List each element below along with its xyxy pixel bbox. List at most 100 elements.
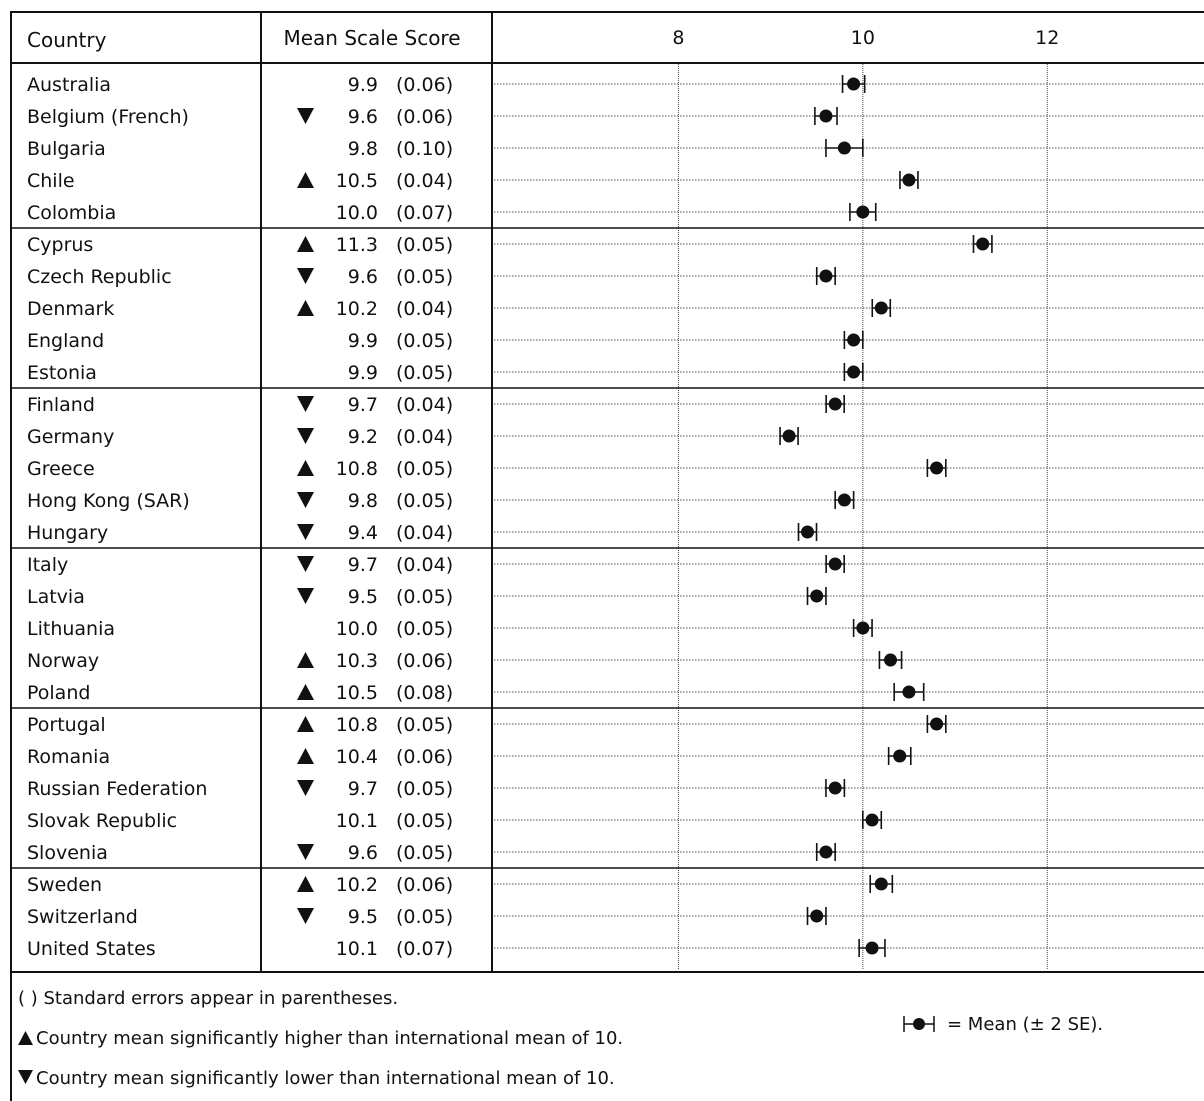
country-label: Estonia <box>27 362 97 384</box>
country-label: Finland <box>27 394 95 416</box>
mean-point <box>874 301 888 315</box>
mean-point <box>847 365 861 379</box>
triangle-down-icon <box>297 268 314 284</box>
mean-point <box>837 141 851 155</box>
mean-value: 9.7 <box>348 394 378 416</box>
country-label: Australia <box>27 74 111 96</box>
country-label: Latvia <box>27 586 85 608</box>
mean-value: 9.6 <box>348 842 378 864</box>
x-tick-label: 10 <box>851 27 875 49</box>
mean-value: 10.5 <box>336 170 378 192</box>
triangle-down-icon <box>297 556 314 572</box>
standard-error-value: (0.05) <box>396 810 453 832</box>
country-label: Romania <box>27 746 110 768</box>
triangle-down-icon <box>297 844 314 860</box>
triangle-down-icon <box>297 428 314 444</box>
country-label: Poland <box>27 682 90 704</box>
table-row: Germany 9.2 (0.04) <box>27 426 1204 448</box>
mean-point <box>874 877 888 891</box>
mean-point <box>893 749 907 763</box>
mean-value: 9.4 <box>348 522 378 544</box>
triangle-up-icon <box>297 300 314 316</box>
country-label: Chile <box>27 170 75 192</box>
standard-error-value: (0.05) <box>396 490 453 512</box>
standard-error-value: (0.05) <box>396 266 453 288</box>
mean-point <box>828 397 842 411</box>
mean-value: 10.1 <box>336 810 378 832</box>
country-label: Cyprus <box>27 234 93 256</box>
mean-point <box>801 525 815 539</box>
country-label: Bulgaria <box>27 138 106 160</box>
country-label: Norway <box>27 650 99 672</box>
table-row: Latvia 9.5 (0.05) <box>27 586 1204 608</box>
standard-error-value: (0.05) <box>396 778 453 800</box>
mean-point <box>865 813 879 827</box>
mean-value: 10.8 <box>336 714 378 736</box>
triangle-up-icon <box>297 748 314 764</box>
standard-error-value: (0.07) <box>396 938 453 960</box>
table-row: Lithuania 10.0 (0.05) <box>27 618 1204 640</box>
mean-point <box>828 557 842 571</box>
mean-point <box>828 781 842 795</box>
triangle-up-icon <box>18 1031 33 1045</box>
country-label: Germany <box>27 426 114 448</box>
x-tick-label: 12 <box>1035 27 1059 49</box>
standard-error-value: (0.07) <box>396 202 453 224</box>
standard-error-value: (0.04) <box>396 298 453 320</box>
mean-value: 10.3 <box>336 650 378 672</box>
mean-point <box>819 269 833 283</box>
table-row: Denmark 10.2 (0.04) <box>27 298 1204 320</box>
country-label: Switzerland <box>27 906 138 928</box>
mean-value: 9.5 <box>348 906 378 928</box>
table-row: England 9.9 (0.05) <box>27 330 1204 352</box>
mean-value: 9.6 <box>348 266 378 288</box>
standard-error-value: (0.05) <box>396 362 453 384</box>
triangle-up-icon <box>297 876 314 892</box>
triangle-up-icon <box>297 684 314 700</box>
mean-value: 10.5 <box>336 682 378 704</box>
table-row: Belgium (French) 9.6 (0.06) <box>27 106 1204 128</box>
mean-point <box>810 909 824 923</box>
country-label: Czech Republic <box>27 266 172 288</box>
country-label: Slovak Republic <box>27 810 177 832</box>
mean-point <box>930 717 944 731</box>
country-label: Lithuania <box>27 618 115 640</box>
mean-value: 10.8 <box>336 458 378 480</box>
table-row: Slovenia 9.6 (0.05) <box>27 842 1204 864</box>
mean-value: 9.2 <box>348 426 378 448</box>
table-row: United States 10.1 (0.07) <box>27 938 1204 960</box>
triangle-down-icon <box>297 588 314 604</box>
standard-error-value: (0.06) <box>396 106 453 128</box>
group-separators <box>10 227 1204 869</box>
mean-value: 9.9 <box>348 362 378 384</box>
table-row: Hong Kong (SAR) 9.8 (0.05) <box>27 490 1204 512</box>
country-label: Russian Federation <box>27 778 207 800</box>
table-row: Cyprus 11.3 (0.05) <box>27 234 1204 256</box>
triangle-up-icon <box>297 716 314 732</box>
country-label: Portugal <box>27 714 106 736</box>
score-column-header: Mean Scale Score <box>283 26 460 50</box>
triangle-down-icon <box>18 1070 33 1084</box>
triangle-up-icon <box>297 460 314 476</box>
x-axis: 8 10 12 <box>672 27 1059 970</box>
mean-value: 9.7 <box>348 554 378 576</box>
mean-point <box>976 237 990 251</box>
mean-point <box>856 205 870 219</box>
mean-point <box>782 429 796 443</box>
x-tick-label: 8 <box>672 27 684 49</box>
mean-point <box>819 109 833 123</box>
mean-interval-note: = Mean (± 2 SE). <box>947 1014 1103 1035</box>
standard-error-value: (0.05) <box>396 458 453 480</box>
triangle-down-icon <box>297 908 314 924</box>
mean-value: 10.0 <box>336 618 378 640</box>
table-row: Sweden 10.2 (0.06) <box>27 874 1204 896</box>
mean-interval-legend-icon <box>903 1016 935 1032</box>
standard-error-note: ( ) Standard errors appear in parenthese… <box>18 988 398 1009</box>
table-row: Greece 10.8 (0.05) <box>27 458 1204 480</box>
mean-point <box>865 941 879 955</box>
mean-value: 9.7 <box>348 778 378 800</box>
triangle-down-icon <box>297 780 314 796</box>
country-label: United States <box>27 938 156 960</box>
standard-error-value: (0.06) <box>396 650 453 672</box>
higher-mean-note: Country mean significantly higher than i… <box>36 1028 623 1049</box>
